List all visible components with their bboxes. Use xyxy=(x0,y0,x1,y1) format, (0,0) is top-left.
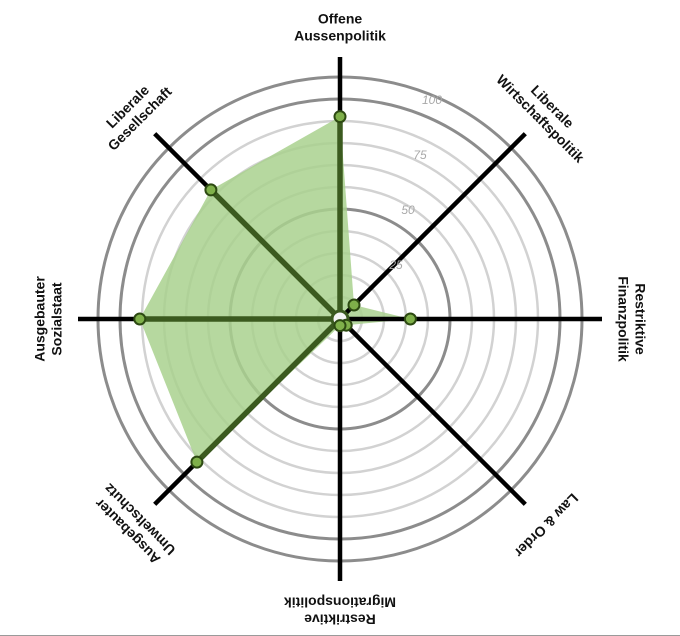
data-marker xyxy=(333,319,347,333)
value-area xyxy=(139,116,411,463)
value-polygon xyxy=(139,116,411,463)
axis-label-line: Ausgebauter xyxy=(32,276,48,362)
tick-label: 25 xyxy=(388,258,403,272)
axis-label-line: Finanzpolitik xyxy=(616,276,632,362)
axis-value-line xyxy=(208,187,342,321)
data-marker xyxy=(204,183,218,197)
tick-label: 75 xyxy=(413,148,427,162)
axis-line xyxy=(338,132,527,321)
data-marker xyxy=(190,455,204,469)
axis-line xyxy=(338,317,527,506)
tick-label: 50 xyxy=(401,203,415,217)
axis-label-line: Sozialstaat xyxy=(49,282,65,355)
axis-lines xyxy=(78,57,602,581)
tick-label: 100 xyxy=(422,93,442,107)
data-marker xyxy=(133,312,147,326)
axis-label-line: Offene xyxy=(318,11,363,27)
data-marker xyxy=(347,298,361,312)
axis-label: Ausgebauter Sozialstaat xyxy=(32,276,65,362)
axis-label-line: Restriktive xyxy=(304,612,376,628)
radial-tick-labels: 25 50 75 100 xyxy=(388,93,442,272)
data-marker xyxy=(403,312,417,326)
data-markers xyxy=(133,110,417,469)
axis-label-line: Migrationspolitik xyxy=(284,595,396,611)
data-marker xyxy=(333,110,347,124)
axis-label-line: Restriktive xyxy=(633,283,649,355)
axis-value-line xyxy=(194,317,342,465)
axis-label-line: Aussenpolitik xyxy=(294,28,386,44)
